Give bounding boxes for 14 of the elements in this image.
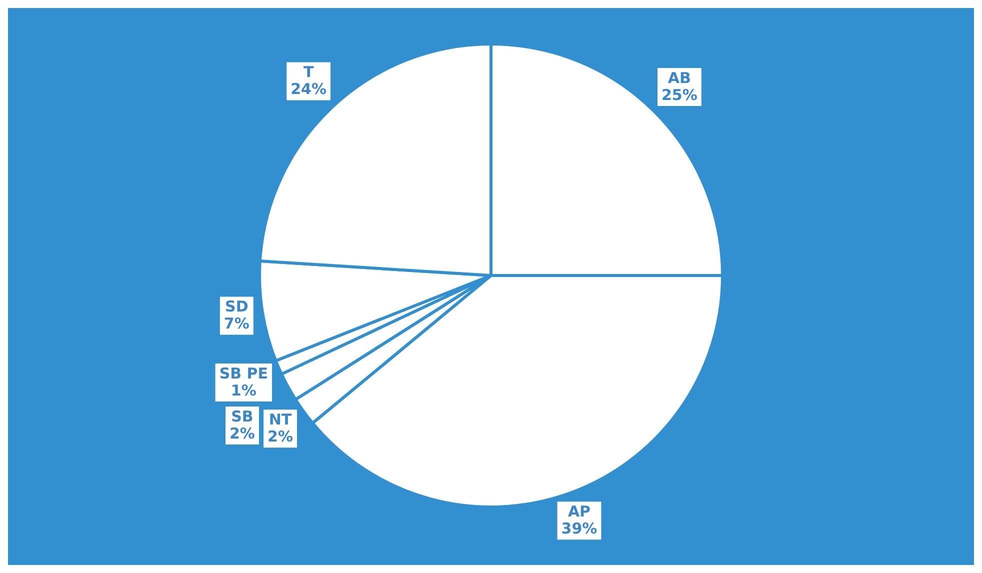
data-label: 2% bbox=[230, 424, 255, 442]
data-label: 7% bbox=[224, 314, 250, 333]
slice-label: AB bbox=[668, 68, 691, 87]
data-label: 2% bbox=[268, 428, 293, 446]
slice-label: SB PE bbox=[219, 364, 268, 382]
data-label: 1% bbox=[230, 381, 256, 400]
data-label: 25% bbox=[661, 86, 698, 104]
data-label: 24% bbox=[290, 80, 327, 98]
slice-label: SD bbox=[225, 298, 248, 316]
data-label: 39% bbox=[561, 519, 598, 538]
slice-label: NT bbox=[268, 410, 292, 429]
slice-label: T bbox=[303, 63, 314, 82]
slice-label: SB bbox=[231, 407, 254, 426]
slice-label: AP bbox=[568, 502, 591, 520]
